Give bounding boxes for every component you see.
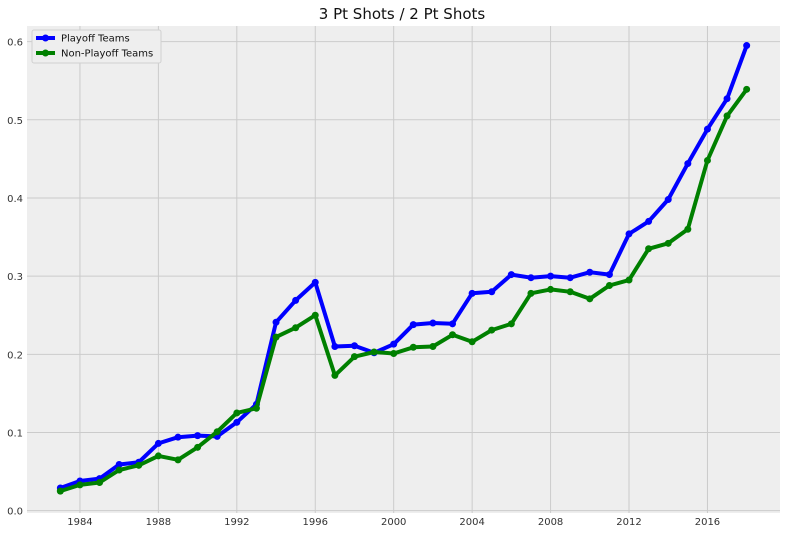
data-point xyxy=(566,288,574,296)
data-point xyxy=(723,95,731,103)
data-point xyxy=(154,452,162,460)
series-playoff-teams xyxy=(56,42,751,492)
data-point xyxy=(350,353,358,361)
chart-title: 3 Pt Shots / 2 Pt Shots xyxy=(319,5,486,23)
data-point xyxy=(586,295,594,303)
legend-swatch-marker xyxy=(42,49,49,57)
data-point xyxy=(292,324,300,332)
data-point xyxy=(174,433,182,441)
y-tick-label: 0.1 xyxy=(7,428,23,439)
data-point xyxy=(252,404,260,412)
data-point xyxy=(56,487,64,495)
data-point xyxy=(488,326,496,334)
data-point xyxy=(115,461,123,469)
data-point xyxy=(605,282,613,290)
x-tick-label: 1988 xyxy=(146,517,171,528)
data-point xyxy=(625,230,633,238)
legend-label: Non-Playoff Teams xyxy=(61,49,153,60)
data-point xyxy=(664,196,672,204)
x-tick-label: 2004 xyxy=(459,517,484,528)
data-point xyxy=(743,42,751,50)
data-point xyxy=(292,296,300,304)
data-point xyxy=(331,371,339,379)
data-point xyxy=(703,125,711,133)
data-point xyxy=(311,278,319,286)
data-point xyxy=(507,320,515,328)
y-tick-label: 0.6 xyxy=(7,38,23,49)
data-point xyxy=(547,272,555,280)
data-point xyxy=(684,225,692,233)
data-point xyxy=(527,274,535,282)
data-point xyxy=(194,443,202,451)
x-tick-label: 1984 xyxy=(67,517,92,528)
data-point xyxy=(468,289,476,297)
data-point xyxy=(743,85,751,93)
data-point xyxy=(684,160,692,168)
data-point xyxy=(547,285,555,293)
data-point xyxy=(468,338,476,346)
data-point xyxy=(311,311,319,319)
y-tick-label: 0.0 xyxy=(7,507,23,518)
y-tick-label: 0.4 xyxy=(7,194,23,205)
data-point xyxy=(174,456,182,464)
data-point xyxy=(605,271,613,279)
data-point xyxy=(703,156,711,164)
data-point xyxy=(429,342,437,350)
data-point xyxy=(96,479,104,487)
data-point xyxy=(233,418,241,426)
data-point xyxy=(449,320,457,328)
x-tick-label: 2000 xyxy=(381,517,406,528)
legend-box xyxy=(31,29,162,64)
data-point xyxy=(527,289,535,297)
x-tick-label: 1992 xyxy=(224,517,249,528)
data-point xyxy=(449,331,457,339)
legend: Playoff Teams Non-Playoff Teams xyxy=(31,29,162,64)
data-point xyxy=(331,342,339,350)
data-point xyxy=(645,217,653,225)
y-tick-label: 0.5 xyxy=(7,116,23,127)
data-point xyxy=(429,319,437,327)
plot-background xyxy=(27,26,780,513)
legend-swatch-marker xyxy=(42,34,49,42)
legend-label: Playoff Teams xyxy=(61,34,130,45)
data-point xyxy=(272,333,280,341)
data-point xyxy=(370,348,378,356)
data-point xyxy=(723,112,731,120)
data-point xyxy=(409,343,417,351)
data-point xyxy=(154,439,162,447)
x-tick-label: 2012 xyxy=(616,517,641,528)
data-point xyxy=(135,461,143,469)
data-point xyxy=(664,239,672,247)
data-point xyxy=(76,481,84,489)
x-tick-label: 2016 xyxy=(695,517,720,528)
data-point xyxy=(645,245,653,253)
data-point xyxy=(409,321,417,329)
data-point xyxy=(586,268,594,276)
data-point xyxy=(566,274,574,282)
data-point xyxy=(115,466,123,474)
data-point xyxy=(507,271,515,279)
x-tick-label: 2008 xyxy=(538,517,563,528)
y-tick-label: 0.2 xyxy=(7,350,23,361)
y-tick-label: 0.3 xyxy=(7,272,23,283)
data-point xyxy=(390,340,398,348)
data-point xyxy=(233,409,241,417)
data-point xyxy=(194,432,202,440)
x-tick-label: 1996 xyxy=(303,517,328,528)
data-point xyxy=(390,350,398,358)
data-point xyxy=(272,318,280,326)
series-non-playoff-teams xyxy=(56,85,751,495)
data-point xyxy=(350,342,358,350)
data-point xyxy=(625,276,633,284)
data-point xyxy=(213,428,221,436)
plot-area: 1984 1988 1992 1996 2000 2004 2008 2012 2016 0.0 0… xyxy=(7,26,780,528)
data-point xyxy=(488,288,496,296)
